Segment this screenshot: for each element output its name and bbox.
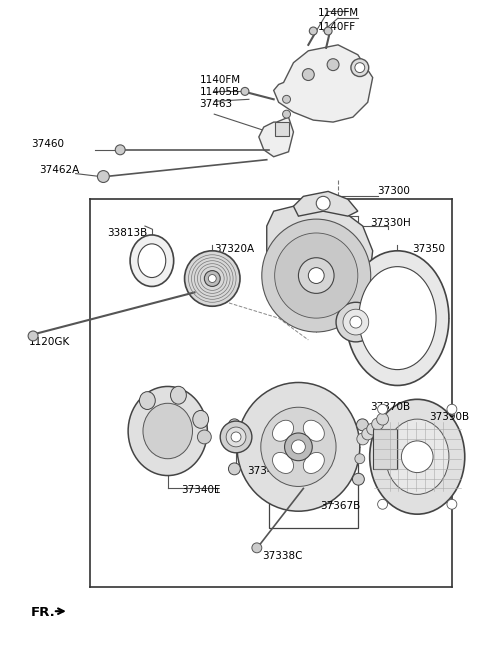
Circle shape — [327, 59, 339, 71]
Circle shape — [362, 428, 373, 440]
Text: 37370B: 37370B — [370, 402, 410, 412]
Ellipse shape — [139, 392, 156, 410]
Circle shape — [357, 419, 368, 431]
Circle shape — [447, 404, 457, 414]
Text: 37367B: 37367B — [320, 501, 360, 511]
Circle shape — [115, 145, 125, 155]
Ellipse shape — [261, 407, 336, 487]
Ellipse shape — [237, 383, 360, 511]
Ellipse shape — [185, 251, 240, 307]
Text: 1140FM: 1140FM — [199, 75, 240, 85]
Ellipse shape — [336, 303, 376, 342]
Circle shape — [316, 197, 330, 211]
Ellipse shape — [385, 419, 449, 495]
Text: 37463: 37463 — [199, 99, 232, 109]
Text: 11405B: 11405B — [199, 87, 240, 97]
Ellipse shape — [130, 235, 174, 287]
Circle shape — [28, 331, 38, 341]
Circle shape — [351, 59, 369, 77]
Text: FR.: FR. — [31, 606, 56, 619]
Circle shape — [302, 69, 314, 81]
Circle shape — [97, 171, 109, 183]
Circle shape — [355, 453, 365, 463]
Circle shape — [367, 423, 379, 435]
Circle shape — [401, 441, 433, 473]
Circle shape — [228, 419, 240, 431]
Ellipse shape — [275, 233, 358, 318]
Circle shape — [231, 432, 241, 442]
Text: 37462A: 37462A — [39, 165, 79, 175]
Polygon shape — [259, 117, 293, 157]
Text: 1140FF: 1140FF — [318, 22, 356, 32]
Circle shape — [291, 440, 305, 453]
Ellipse shape — [193, 410, 209, 428]
Polygon shape — [264, 207, 372, 320]
Text: 37330H: 37330H — [370, 218, 410, 228]
Circle shape — [377, 413, 388, 425]
Circle shape — [299, 258, 334, 293]
Ellipse shape — [343, 309, 369, 335]
Text: 37342: 37342 — [247, 465, 280, 475]
Text: 37320A: 37320A — [214, 244, 254, 254]
Circle shape — [252, 543, 262, 553]
Circle shape — [352, 473, 364, 485]
Bar — [275, 122, 288, 136]
Circle shape — [309, 27, 317, 35]
Ellipse shape — [346, 251, 449, 385]
Ellipse shape — [262, 219, 371, 332]
Ellipse shape — [170, 387, 186, 404]
Circle shape — [283, 110, 290, 118]
Ellipse shape — [273, 420, 294, 442]
Circle shape — [308, 267, 324, 283]
Circle shape — [372, 418, 384, 430]
Circle shape — [285, 433, 312, 461]
Ellipse shape — [273, 452, 294, 473]
Circle shape — [355, 63, 365, 73]
Text: 37338C: 37338C — [262, 551, 302, 561]
Ellipse shape — [143, 403, 192, 459]
Circle shape — [350, 316, 362, 328]
Circle shape — [378, 404, 387, 414]
Circle shape — [208, 275, 216, 283]
Ellipse shape — [359, 267, 436, 369]
Circle shape — [447, 499, 457, 509]
Ellipse shape — [303, 420, 324, 442]
Circle shape — [241, 87, 249, 95]
Ellipse shape — [128, 387, 207, 475]
Ellipse shape — [138, 244, 166, 277]
Ellipse shape — [226, 427, 246, 447]
Polygon shape — [274, 45, 372, 122]
Circle shape — [197, 430, 211, 444]
Polygon shape — [293, 191, 358, 216]
Circle shape — [378, 499, 387, 509]
Text: 1140FM: 1140FM — [318, 8, 360, 18]
Circle shape — [228, 463, 240, 475]
Text: 1120GK: 1120GK — [29, 337, 71, 347]
Text: 33813B: 33813B — [108, 228, 147, 238]
Text: 37300: 37300 — [378, 187, 410, 197]
Bar — [269, 463, 358, 528]
Text: 37350: 37350 — [412, 244, 445, 254]
Circle shape — [283, 95, 290, 103]
Circle shape — [324, 27, 332, 35]
Text: 37460: 37460 — [31, 139, 64, 149]
Ellipse shape — [303, 452, 324, 473]
Bar — [372, 429, 397, 469]
Text: 37390B: 37390B — [429, 412, 469, 422]
Circle shape — [204, 271, 220, 287]
Text: 37334: 37334 — [378, 313, 411, 323]
Text: 37340E: 37340E — [181, 485, 221, 495]
Circle shape — [357, 433, 369, 445]
Ellipse shape — [220, 421, 252, 453]
Ellipse shape — [370, 399, 465, 514]
